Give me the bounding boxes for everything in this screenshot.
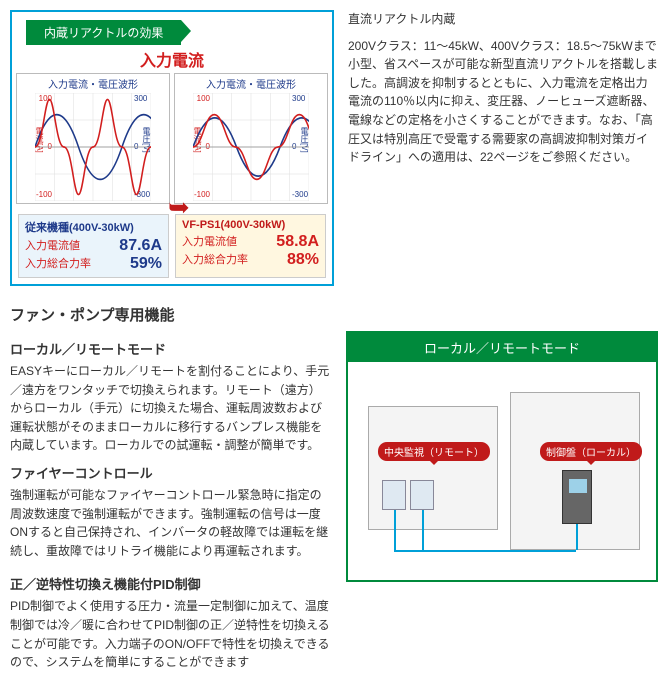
spec-card-new: VF-PS1(400V-30kW) 入力電流値 58.8A 入力総合力率 88%: [175, 214, 326, 278]
spec-key: 入力総合力率: [25, 255, 91, 273]
spec-key: 入力電流値: [25, 237, 80, 255]
spec-value: 87.6A: [119, 237, 162, 255]
tag-local: 制御盤（ローカル）: [540, 442, 642, 461]
spec-value: 88%: [287, 251, 319, 269]
chart-heading: 入力電流: [12, 47, 332, 71]
monitor-panel-icon: [410, 480, 434, 510]
section-title-fan-pump: ファン・ポンプ専用機能: [10, 304, 658, 325]
spec-key: 入力総合力率: [182, 251, 248, 269]
spec-card-old: 従来機種(400V-30kW) 入力電流値 87.6A 入力総合力率 59%: [18, 214, 169, 278]
comm-line: [394, 510, 396, 550]
subsection-local-remote: ローカル／リモートモード: [10, 339, 332, 358]
subsection-fire-control: ファイヤーコントロール: [10, 463, 332, 482]
section-text-dc-reactor: 200Vクラス：11～45kW、400Vクラス：18.5～75kWまで小型、省ス…: [348, 37, 658, 167]
local-remote-diagram: ローカル／リモートモード 中央監視（リモート） 制御盤（ローカル）: [346, 331, 658, 582]
comm-line: [422, 510, 424, 550]
text-fire-control: 強制運転が可能なファイヤーコントロール緊急時に指定の周波数速度で強制運転ができま…: [10, 486, 332, 560]
tag-remote: 中央監視（リモート）: [378, 442, 490, 461]
subsection-pid: 正／逆特性切換え機能付PID制御: [10, 574, 332, 593]
diagram-title: ローカル／リモートモード: [348, 333, 656, 362]
section-title-dc-reactor: 直流リアクトル内蔵: [348, 10, 658, 29]
inverter-icon: [562, 470, 592, 524]
building-left: [368, 406, 498, 530]
reactor-effect-panel: 内蔵リアクトルの効果 入力電流 入力電流・電圧波形 100 0 -100 300: [10, 10, 334, 286]
current-trace: [35, 93, 151, 201]
current-trace: [193, 93, 309, 201]
waveform-title: 入力電流・電圧波形: [175, 76, 327, 91]
text-local-remote: EASYキーにローカル／リモートを割付ることにより、手元／遠方をワンタッチで切換…: [10, 362, 332, 455]
spec-value: 58.8A: [276, 233, 319, 251]
spec-name: VF-PS1(400V-30kW): [182, 219, 319, 231]
waveform-title: 入力電流・電圧波形: [17, 76, 169, 91]
comm-line: [394, 550, 576, 552]
spec-name: 従来機種(400V-30kW): [25, 219, 162, 235]
waveform-old: 入力電流・電圧波形 100 0 -100 300 0 -300 電流[A]: [16, 73, 170, 204]
monitor-panel-icon: [382, 480, 406, 510]
arrow-icon: ➥: [168, 194, 190, 220]
panel-ribbon: 内蔵リアクトルの効果: [26, 20, 181, 45]
waveform-new: 入力電流・電圧波形 100 0 -100 300 0 -300 電流[A]: [174, 73, 328, 204]
text-pid: PID制御でよく使用する圧力・流量一定制御に加えて、温度制御では冷／暖に合わせて…: [10, 597, 332, 671]
comm-line: [576, 524, 578, 550]
spec-key: 入力電流値: [182, 233, 237, 251]
spec-value: 59%: [130, 255, 162, 273]
